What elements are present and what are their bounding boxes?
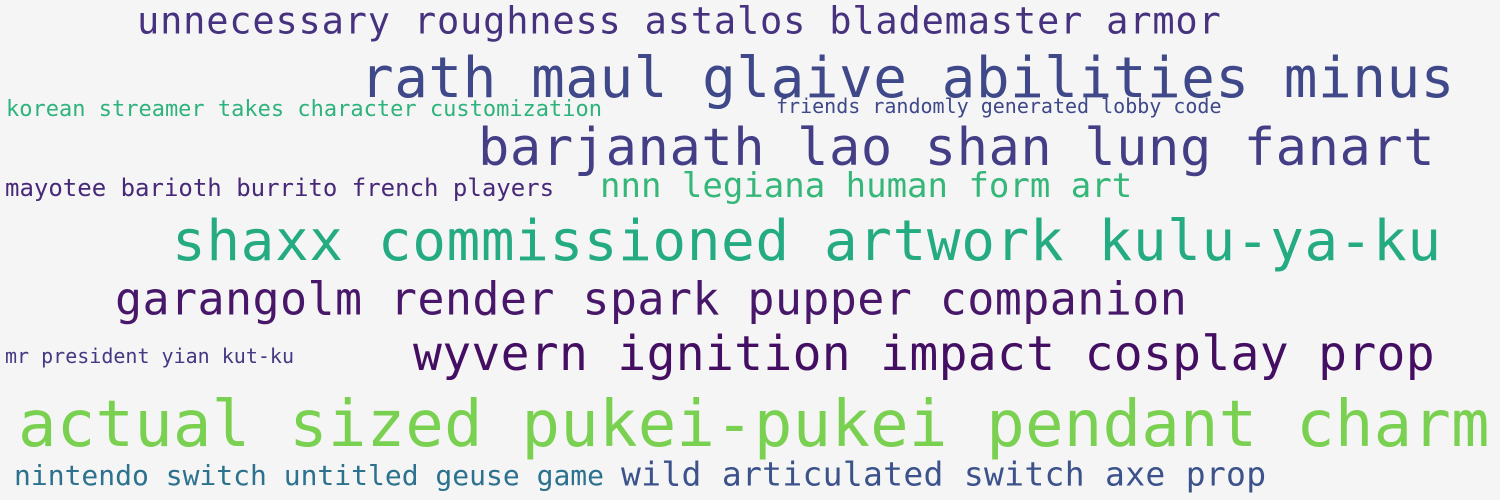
cloud-word: garangolm render spark pupper companion bbox=[115, 272, 1188, 326]
cloud-word: nnn legiana human form art bbox=[600, 166, 1133, 206]
cloud-word: unnecessary roughness astalos blademaste… bbox=[137, 0, 1222, 43]
cloud-word: barjanath lao shan lung fanart bbox=[478, 118, 1436, 178]
cloud-word: wild articulated switch axe prop bbox=[621, 454, 1267, 494]
cloud-word: mayotee barioth burrito french players bbox=[5, 174, 555, 202]
cloud-word: rath maul glaive abilities minus bbox=[360, 46, 1455, 111]
cloud-word: korean streamer takes character customiz… bbox=[6, 97, 603, 122]
cloud-word: wyvern ignition impact cosplay prop bbox=[413, 326, 1435, 382]
cloud-word: mr president yian kut-ku bbox=[5, 344, 294, 368]
cloud-word: friends randomly generated lobby code bbox=[776, 94, 1222, 118]
cloud-word: nintendo switch untitled geuse game bbox=[14, 459, 605, 492]
cloud-word: actual sized pukei-pukei pendant charm bbox=[18, 388, 1490, 462]
cloud-word: shaxx commissioned artwork kulu-ya-ku bbox=[172, 209, 1442, 274]
